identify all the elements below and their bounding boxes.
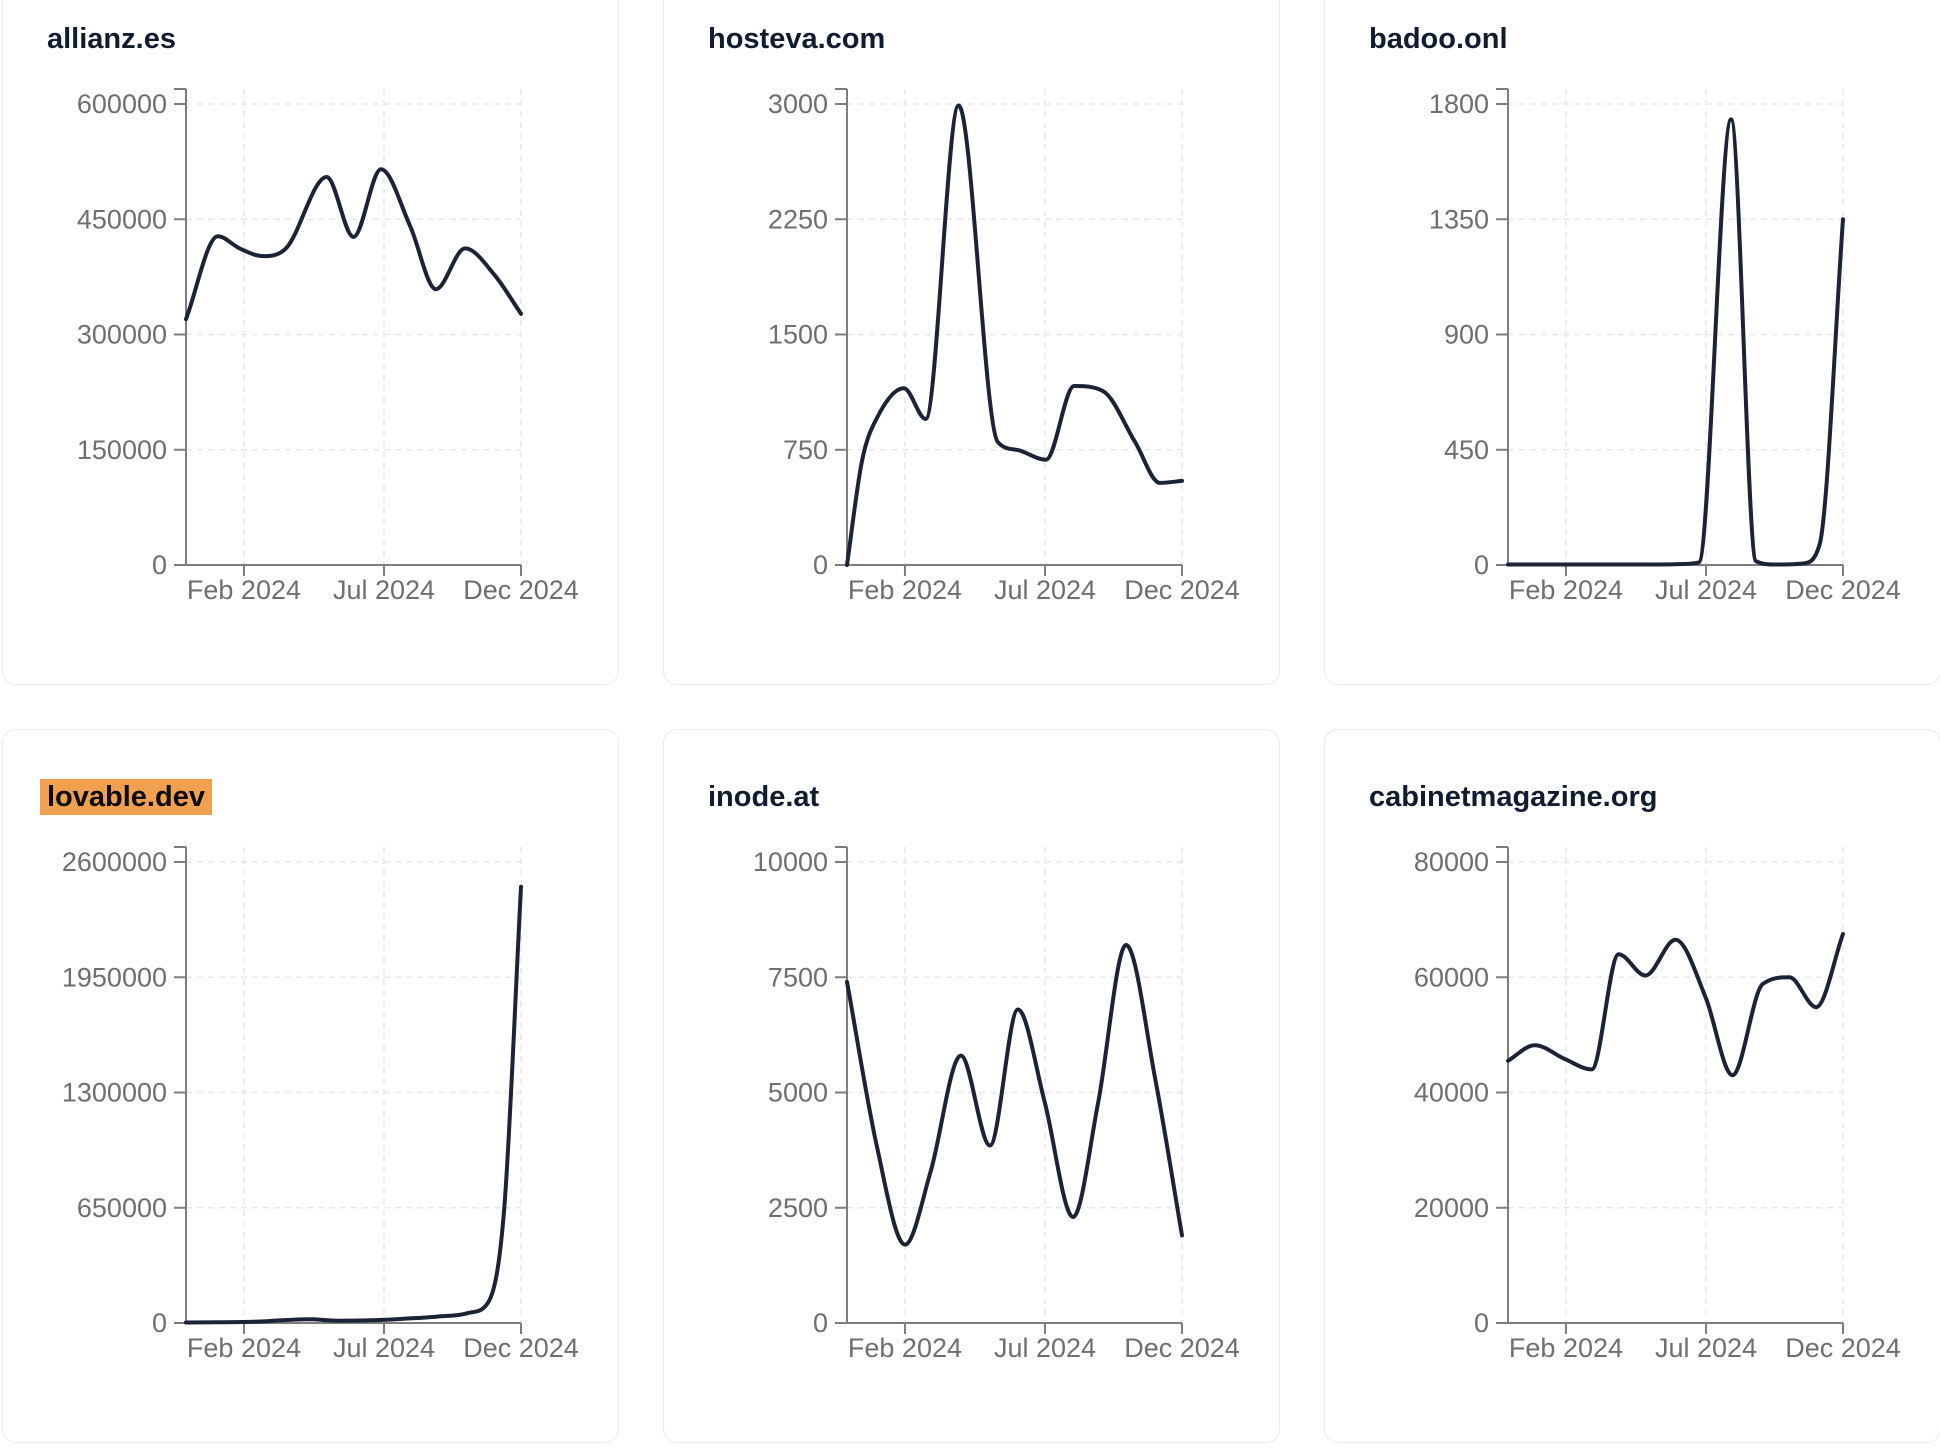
y-tick-label: 1950000 <box>62 962 167 992</box>
y-axis <box>835 88 848 566</box>
y-tick-label: 5000 <box>768 1078 828 1108</box>
y-axis <box>174 846 187 1324</box>
chart-title-text: badoo.onl <box>1369 23 1508 55</box>
y-axis <box>1496 88 1509 566</box>
y-tick-label: 3000 <box>768 89 828 119</box>
y-tick-label: 650000 <box>77 1193 167 1223</box>
y-tick-label: 750 <box>783 435 828 465</box>
gridlines <box>847 89 1183 565</box>
chart-title-text: allianz.es <box>47 23 176 55</box>
chart-title: inode.at <box>708 779 819 815</box>
y-tick-label: 0 <box>813 550 828 580</box>
chart-title: hosteva.com <box>708 21 885 57</box>
y-tick-label: 0 <box>1474 1308 1489 1338</box>
trend-line <box>1506 117 1845 567</box>
trend-line <box>845 103 1184 567</box>
y-tick-label: 80000 <box>1414 847 1489 877</box>
line-chart-svg: 10000 7500 5000 2500 0 Feb 2024 Jul 2024 Dec 20… <box>753 846 1240 1363</box>
x-tick-label: Feb 2024 <box>848 1333 962 1363</box>
y-axis <box>835 846 848 1324</box>
gridlines <box>1508 847 1844 1323</box>
line-chart-svg: 3000 2250 1500 750 0 Feb 2024 Jul 2024 Dec 2024 <box>768 88 1240 605</box>
domain-card[interactable]: badoo.onl 1800 1350 900 450 0 Feb 2024 Jul 2024… <box>1324 0 1940 685</box>
y-tick-label: 60000 <box>1414 962 1489 992</box>
domain-card[interactable]: inode.at 10000 7500 5000 2500 0 Feb 2024 Jul 20… <box>663 729 1280 1443</box>
x-tick-label: Jul 2024 <box>994 1333 1096 1363</box>
gridlines <box>1508 89 1844 565</box>
x-tick-label: Dec 2024 <box>1785 575 1901 605</box>
line-chart-svg: 600000 450000 300000 150000 0 Feb 2024 Jul 202… <box>77 88 579 605</box>
x-tick-label: Feb 2024 <box>848 575 962 605</box>
domain-card[interactable]: cabinetmagazine.org 80000 60000 40000 20000 0… <box>1324 729 1940 1443</box>
line-chart-svg: 2600000 1950000 1300000 650000 0 Feb 2024 Jul … <box>62 846 579 1363</box>
x-tick-label: Dec 2024 <box>1124 1333 1240 1363</box>
trend-line <box>184 884 523 1325</box>
y-tick-label: 2500 <box>768 1193 828 1223</box>
chart-title-text: hosteva.com <box>708 23 886 55</box>
x-axis <box>847 564 1183 576</box>
x-axis <box>847 1322 1183 1334</box>
y-tick-label: 1350 <box>1429 204 1489 234</box>
y-tick-label: 1300000 <box>62 1078 167 1108</box>
y-axis <box>174 88 187 566</box>
chart-title-text: cabinetmagazine.org <box>1369 781 1658 813</box>
gridlines <box>847 847 1183 1323</box>
x-tick-label: Feb 2024 <box>1509 1333 1623 1363</box>
domain-card[interactable]: lovable.dev 2600000 1950000 1300000 650000 0 F… <box>2 729 619 1443</box>
x-tick-label: Jul 2024 <box>994 575 1096 605</box>
y-tick-label: 0 <box>152 550 167 580</box>
trend-line <box>184 167 523 322</box>
y-tick-label: 7500 <box>768 962 828 992</box>
y-tick-label: 150000 <box>77 435 167 465</box>
chart-title: allianz.es <box>47 21 176 57</box>
x-tick-label: Jul 2024 <box>1655 575 1757 605</box>
y-tick-label: 450 <box>1444 435 1489 465</box>
x-tick-label: Jul 2024 <box>333 575 435 605</box>
y-tick-label: 1800 <box>1429 89 1489 119</box>
trend-line <box>1506 932 1845 1078</box>
x-axis <box>186 564 522 576</box>
x-tick-label: Dec 2024 <box>463 575 579 605</box>
domain-card[interactable]: hosteva.com 3000 2250 1500 750 0 Feb 2024 Jul 2… <box>663 0 1280 685</box>
gridlines <box>186 847 522 1323</box>
y-tick-label: 0 <box>1474 550 1489 580</box>
y-tick-label: 40000 <box>1414 1078 1489 1108</box>
x-tick-label: Feb 2024 <box>1509 575 1623 605</box>
chart-title: cabinetmagazine.org <box>1369 779 1657 815</box>
x-tick-label: Dec 2024 <box>1785 1333 1901 1363</box>
y-tick-label: 0 <box>813 1308 828 1338</box>
y-tick-label: 2600000 <box>62 847 167 877</box>
x-tick-label: Dec 2024 <box>1124 575 1240 605</box>
y-tick-label: 0 <box>152 1308 167 1338</box>
chart-title: badoo.onl <box>1369 21 1508 57</box>
y-tick-label: 10000 <box>753 847 828 877</box>
x-tick-label: Dec 2024 <box>463 1333 579 1363</box>
y-axis <box>1496 846 1509 1324</box>
chart-title-text-highlighted: lovable.dev <box>40 779 212 815</box>
line-chart-svg: 1800 1350 900 450 0 Feb 2024 Jul 2024 Dec 2024 <box>1429 88 1901 605</box>
gridlines <box>186 89 522 565</box>
x-tick-label: Feb 2024 <box>187 1333 301 1363</box>
x-tick-label: Feb 2024 <box>187 575 301 605</box>
y-tick-label: 300000 <box>77 320 167 350</box>
domain-card[interactable]: allianz.es 600000 450000 300000 150000 0 Feb 2… <box>2 0 619 685</box>
x-tick-label: Jul 2024 <box>1655 1333 1757 1363</box>
y-tick-label: 1500 <box>768 320 828 350</box>
line-chart-svg: 80000 60000 40000 20000 0 Feb 2024 Jul 2024 Dec… <box>1414 846 1901 1363</box>
trend-line <box>845 943 1184 1247</box>
x-axis <box>1508 1322 1844 1334</box>
y-tick-label: 900 <box>1444 320 1489 350</box>
y-tick-label: 450000 <box>77 204 167 234</box>
chart-title: lovable.dev <box>40 779 212 815</box>
y-tick-label: 20000 <box>1414 1193 1489 1223</box>
y-tick-label: 600000 <box>77 89 167 119</box>
x-tick-label: Jul 2024 <box>333 1333 435 1363</box>
y-tick-label: 2250 <box>768 204 828 234</box>
chart-title-text: inode.at <box>708 781 820 813</box>
